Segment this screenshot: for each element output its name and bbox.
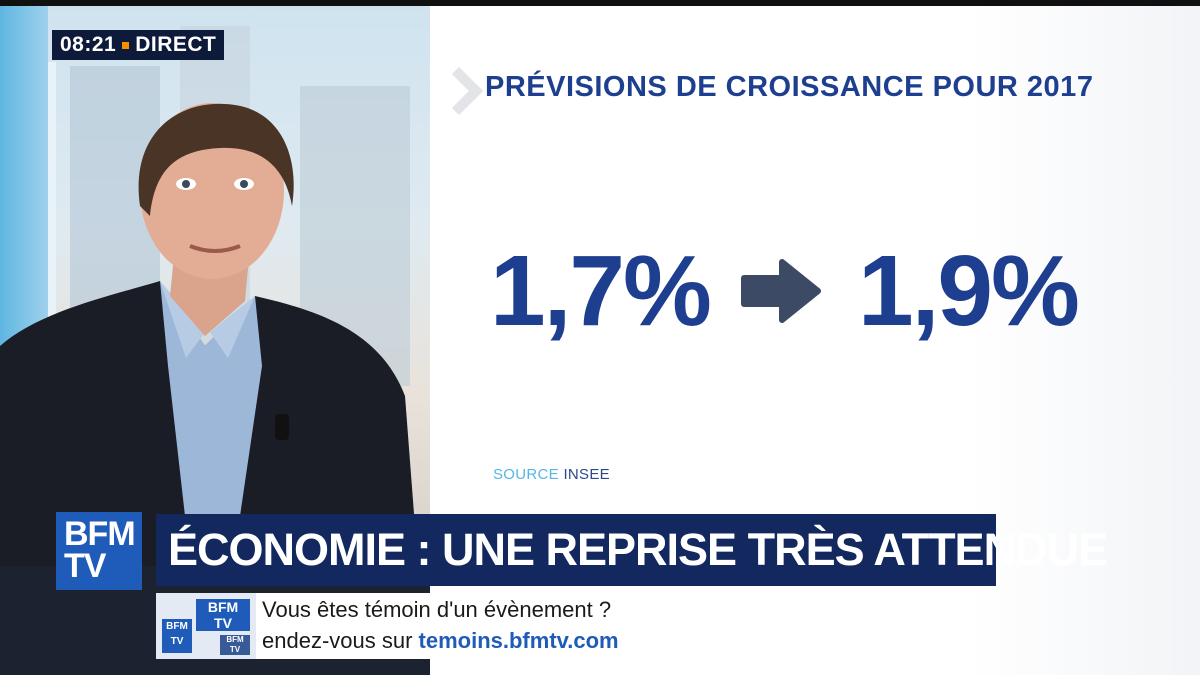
source-credit: SOURCE INSEE: [493, 466, 610, 483]
witness-site-link[interactable]: temoins.bfmtv.com: [418, 628, 619, 653]
witness-ticker: BFM TV BFM TV BFM TV Vous êtes témoin d'un …: [156, 593, 710, 659]
chevron-right-icon: [434, 66, 484, 116]
studio-video-panel: [0, 6, 430, 566]
bfmtv-logo: BFM TV: [56, 512, 142, 590]
ticker-question: Vous êtes témoin d'un évènement ?: [262, 597, 612, 622]
arrow-right-icon: [741, 259, 821, 323]
live-clock-badge: 08:21 DIRECT: [52, 30, 225, 60]
infographic-title: PRÉVISIONS DE CROISSANCE POUR 2017: [485, 71, 1094, 103]
forecast-previous-value: 1,7%: [490, 235, 712, 347]
logo-line2: TV: [64, 547, 106, 585]
clock-time: 08:21: [60, 33, 117, 56]
mini-bfmtv-logo: BFM TV: [196, 599, 250, 631]
studio-frame-inner: [48, 62, 56, 542]
source-value: INSEE: [563, 466, 610, 483]
mini-bfmtv-logo: BFM TV: [220, 635, 250, 655]
forecast-new-value: 1,9%: [858, 235, 1080, 347]
live-label: DIRECT: [135, 33, 217, 56]
live-separator-dot: [122, 41, 130, 49]
mini-bfmtv-logo: BFM TV: [162, 619, 192, 653]
logo-line1: BFM: [64, 515, 136, 553]
top-strip: [0, 0, 1200, 6]
headline-text: ÉCONOMIE : UNE REPRISE TRÈS ATTENDUE: [168, 524, 1108, 575]
headline-banner: ÉCONOMIE : UNE REPRISE TRÈS ATTENDUE: [156, 514, 1108, 586]
ticker-cta: endez-vous sur temoins.bfmtv.com: [262, 627, 619, 655]
ticker-badge: BFM TV BFM TV BFM TV: [156, 593, 256, 659]
presenter-figure: [0, 103, 418, 566]
ticker-cta-prefix: endez-vous sur: [262, 628, 419, 653]
source-label: SOURCE: [493, 466, 559, 483]
